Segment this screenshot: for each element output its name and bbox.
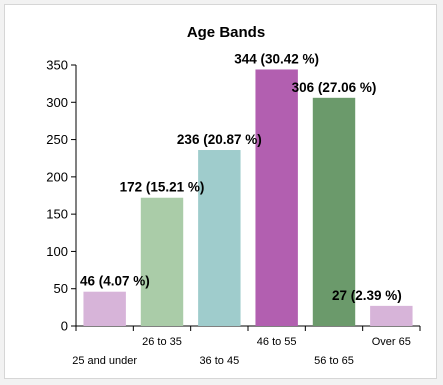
data-label: 236 (20.87 %) — [177, 132, 262, 147]
y-tick-label: 0 — [61, 319, 68, 334]
x-tick-label: 56 to 65 — [314, 355, 354, 367]
x-tick-label: 26 to 35 — [142, 336, 182, 348]
x-tick-label: 46 to 55 — [257, 336, 297, 348]
x-tick-label: 25 and under — [72, 355, 137, 367]
y-tick-label: 50 — [54, 281, 68, 296]
bar-5 — [370, 305, 413, 326]
y-tick-label: 200 — [46, 169, 68, 184]
data-label: 344 (30.42 %) — [234, 51, 319, 66]
bar-1 — [140, 197, 184, 326]
bar-2 — [198, 150, 241, 326]
y-tick-label: 150 — [46, 207, 68, 222]
chart-title: Age Bands — [187, 24, 265, 41]
chart-data-labels: 46 (4.07 %) 172 (15.21 %) 236 (20.87 %) 344… — [80, 51, 402, 302]
data-label: 306 (27.06 %) — [292, 80, 377, 95]
y-tick-label: 250 — [46, 132, 68, 147]
x-tick-label: Over 65 — [372, 336, 411, 348]
y-tick-label: 100 — [46, 244, 68, 259]
chart-axes: 0 50 100 150 200 250 300 350 25 and under 26 to 3… — [46, 58, 421, 367]
data-label: 172 (15.21 %) — [120, 180, 205, 195]
bar-3 — [255, 69, 298, 326]
data-label: 46 (4.07 %) — [80, 274, 150, 289]
y-tick-label: 350 — [46, 58, 68, 73]
y-tick-label: 300 — [46, 95, 68, 110]
x-tick-label: 36 to 45 — [199, 355, 239, 367]
bar-4 — [312, 97, 356, 326]
chart-bars — [83, 69, 413, 326]
bar-0 — [83, 291, 126, 326]
data-label: 27 (2.39 %) — [332, 288, 402, 303]
